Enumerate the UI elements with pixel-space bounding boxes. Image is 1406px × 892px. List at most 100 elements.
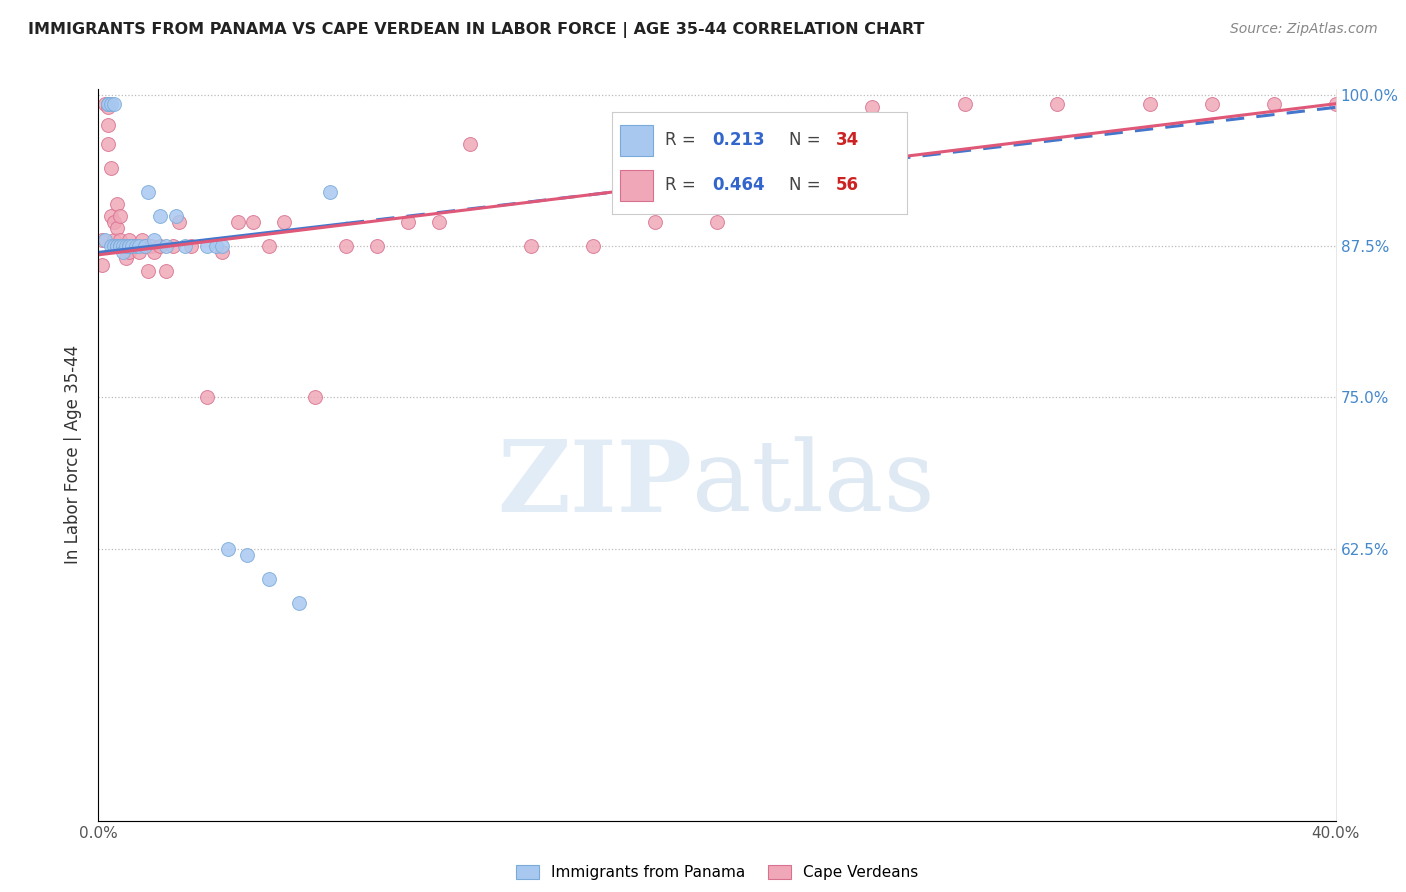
Point (211, 245, 233, 260)
Point (288, 596, 311, 610)
Point (108, 209, 131, 223)
Point (118, 233, 141, 247)
FancyBboxPatch shape (620, 125, 652, 155)
Point (112, 239, 135, 253)
Point (97, 100, 120, 114)
Point (121, 239, 143, 253)
Point (100, 239, 122, 253)
Point (112, 245, 135, 260)
Point (205, 239, 228, 253)
Point (335, 239, 357, 253)
Point (582, 239, 605, 253)
Point (1324, 96, 1347, 111)
Point (319, 185, 342, 199)
Point (427, 215, 450, 229)
Point (1263, 96, 1285, 111)
Point (236, 548, 259, 562)
Point (105, 239, 128, 253)
Point (97, 96, 120, 111)
Point (242, 215, 264, 229)
Point (97, 136, 120, 151)
Point (103, 239, 125, 253)
Point (118, 239, 141, 253)
Text: N =: N = (789, 131, 825, 149)
Point (211, 239, 233, 253)
Point (953, 96, 976, 111)
Text: 0.213: 0.213 (711, 131, 765, 149)
Point (134, 239, 156, 253)
Point (93, 96, 115, 111)
Point (112, 239, 135, 253)
Point (108, 239, 131, 253)
Point (366, 239, 388, 253)
Legend: Immigrants from Panama, Cape Verdeans: Immigrants from Panama, Cape Verdeans (509, 859, 925, 886)
Text: ZIP: ZIP (498, 435, 692, 533)
Point (644, 215, 666, 229)
Point (103, 96, 125, 111)
Point (108, 239, 131, 253)
Text: IMMIGRANTS FROM PANAMA VS CAPE VERDEAN IN LABOR FORCE | AGE 35-44 CORRELATION CH: IMMIGRANTS FROM PANAMA VS CAPE VERDEAN I… (28, 22, 925, 38)
Text: 56: 56 (837, 177, 859, 194)
Point (105, 197, 128, 211)
Point (304, 391, 326, 405)
Point (100, 161, 122, 175)
Point (136, 185, 159, 199)
Point (273, 215, 295, 229)
Point (115, 239, 138, 253)
Point (103, 233, 125, 247)
Point (115, 239, 138, 253)
Point (103, 215, 125, 229)
Point (257, 239, 280, 253)
Point (149, 239, 172, 253)
Point (458, 136, 481, 151)
Point (1046, 96, 1069, 111)
Point (128, 239, 150, 253)
Point (139, 239, 162, 253)
Point (860, 100, 883, 114)
Point (124, 239, 146, 253)
Point (149, 209, 172, 223)
Point (128, 245, 150, 260)
Point (131, 233, 153, 247)
Point (143, 245, 166, 260)
Point (97, 96, 120, 111)
Point (121, 239, 143, 253)
Point (195, 391, 218, 405)
Text: Source: ZipAtlas.com: Source: ZipAtlas.com (1230, 22, 1378, 37)
Text: N =: N = (789, 177, 825, 194)
Point (100, 96, 122, 111)
Point (93, 233, 115, 247)
Point (155, 263, 177, 277)
Point (134, 239, 156, 253)
Point (105, 221, 128, 235)
Point (90, 233, 112, 247)
Text: R =: R = (665, 131, 700, 149)
Point (1201, 96, 1223, 111)
Point (257, 572, 280, 586)
Point (162, 239, 184, 253)
Text: 34: 34 (837, 131, 859, 149)
Text: atlas: atlas (692, 436, 935, 532)
FancyBboxPatch shape (620, 170, 652, 201)
Point (520, 239, 543, 253)
Point (1139, 96, 1161, 111)
Point (118, 239, 141, 253)
Point (180, 239, 202, 253)
Point (136, 263, 159, 277)
Point (100, 209, 122, 223)
Text: R =: R = (665, 177, 700, 194)
Point (217, 541, 239, 556)
Y-axis label: In Labor Force | Age 35-44: In Labor Force | Age 35-44 (65, 345, 83, 565)
Point (155, 239, 177, 253)
Point (174, 239, 197, 253)
Point (97, 119, 120, 133)
Point (226, 215, 249, 229)
Point (118, 245, 141, 260)
Point (165, 209, 187, 223)
Point (768, 136, 790, 151)
Point (115, 252, 138, 266)
Point (105, 239, 128, 253)
Point (90, 258, 112, 272)
Text: 0.464: 0.464 (711, 177, 765, 194)
Point (143, 233, 166, 247)
